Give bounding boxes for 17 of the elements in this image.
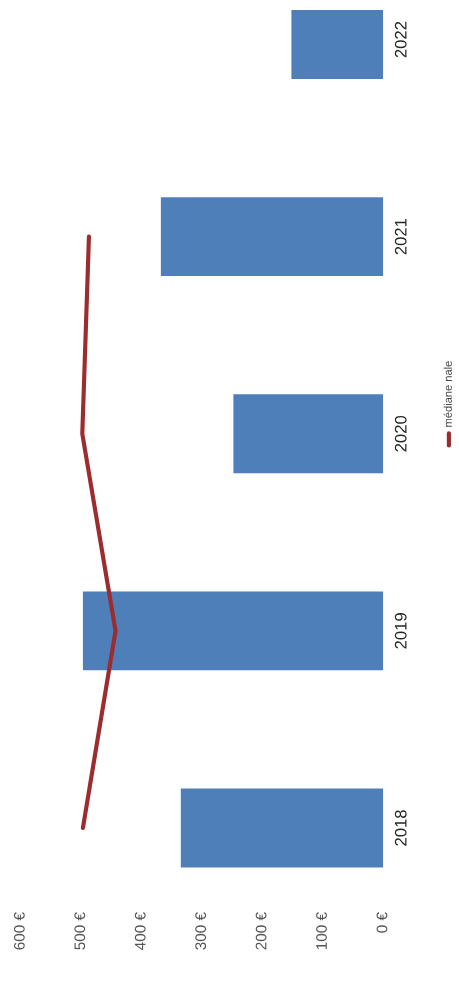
bar — [233, 394, 384, 474]
y-tick-label: 2020 — [394, 415, 407, 452]
y-tick-label: 2018 — [394, 810, 407, 846]
x-tick-label: 300 € — [195, 912, 207, 950]
x-tick-label: 100 € — [316, 912, 327, 950]
bar — [82, 591, 384, 671]
y-tick-label: 2021 — [394, 218, 407, 255]
x-tick-label: 500 € — [74, 912, 86, 950]
y-tick-label: 2022 — [394, 21, 407, 58]
x-tick-label: 600 € — [13, 912, 25, 950]
bar — [180, 788, 384, 868]
bar — [160, 197, 384, 277]
x-tick-label: 200 € — [255, 912, 267, 950]
x-tick-label: 0 € — [376, 912, 388, 933]
text: médiane nale — [443, 361, 452, 427]
x-tick-label: 400 € — [134, 912, 146, 950]
y-tick-label: 2019 — [394, 613, 407, 649]
